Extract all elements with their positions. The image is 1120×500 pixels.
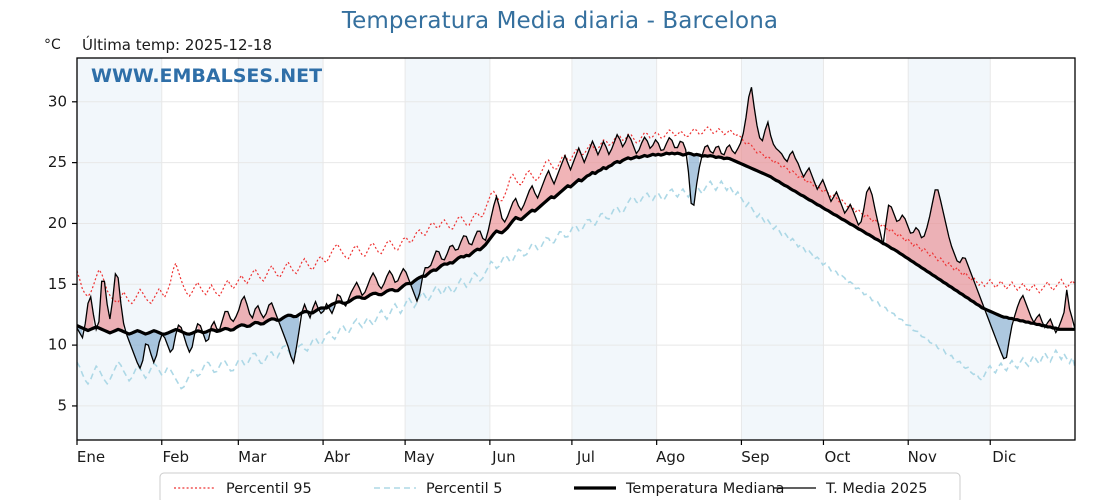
anomaly-fill-above (702, 87, 881, 242)
legend-box (159, 472, 961, 500)
x-tick-label: May (404, 448, 435, 466)
plot-frame (76, 57, 1076, 441)
page-title: Temperatura Media diaria - Barcelona (341, 8, 779, 34)
x-tick-label: Ago (656, 448, 685, 466)
legend-item-label: Percentil 95 (226, 481, 312, 497)
series-line-percentil-5 (76, 179, 1076, 390)
legend-item[interactable]: Temperatura Mediana (574, 481, 784, 497)
legend-item[interactable]: Percentil 5 (374, 481, 502, 497)
legend-item-label: Temperatura Mediana (625, 481, 784, 497)
watermark-label: WWW.EMBALSES.NET (91, 65, 322, 87)
x-tick-label: Oct (824, 448, 850, 466)
x-tick-label: Nov (908, 448, 937, 466)
y-tick-label: 25 (48, 153, 67, 171)
month-band (571, 58, 657, 440)
anomaly-fill-below (987, 310, 1012, 359)
x-tick-label: Sep (741, 448, 769, 466)
legend-item[interactable]: T. Media 2025 (774, 481, 927, 497)
month-band-group (77, 58, 991, 440)
x-tick-label: Mar (238, 448, 267, 466)
y-tick-label: 20 (48, 214, 67, 232)
anomaly-fill-below (183, 332, 195, 353)
anomaly-fill-below (126, 329, 176, 369)
series-line-t-media-2025 (76, 87, 1076, 370)
y-axis-unit-label: °C (44, 37, 61, 53)
y-tick-label: 10 (48, 336, 67, 354)
anomaly-fill-above (885, 189, 985, 309)
legend-item[interactable]: Percentil 95 (174, 481, 312, 497)
x-tick-label: Jun (491, 448, 515, 466)
month-band (77, 58, 162, 440)
legend-item-label: T. Media 2025 (825, 481, 927, 497)
anomaly-fill-below (279, 314, 300, 363)
chart-legend: Percentil 95 Percentil 5 Temperatura Media… (159, 472, 961, 500)
x-tick-label: Ene (77, 448, 105, 466)
y-tick-label: 15 (48, 275, 67, 293)
y-tick-label: 30 (48, 92, 67, 110)
x-tick-label: Dic (992, 448, 1016, 466)
x-tick-label: Abr (324, 448, 351, 466)
y-tick-label: 5 (57, 396, 67, 414)
legend-item-label: Percentil 5 (426, 481, 502, 497)
x-tick-label: Jul (576, 448, 595, 466)
x-tick-label: Feb (162, 448, 189, 466)
series-line-percentil-95 (76, 126, 1076, 305)
anomaly-fill-below (688, 153, 700, 206)
last-temp-label: Última temp: 2025-12-18 (82, 36, 273, 54)
series-line-temperatura-mediana (76, 151, 1075, 336)
month-band (238, 58, 324, 440)
